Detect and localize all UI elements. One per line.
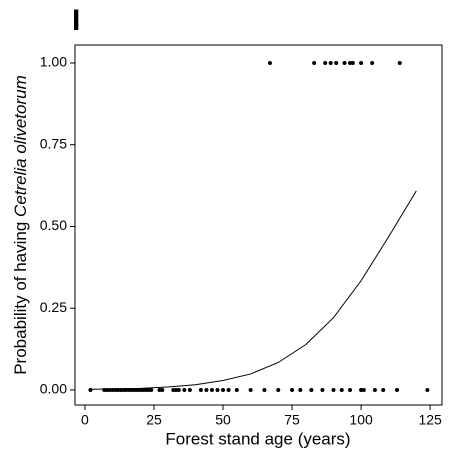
data-point	[328, 60, 333, 65]
data-point	[226, 387, 231, 392]
data-point	[350, 60, 355, 65]
x-tick-label: 125	[418, 412, 442, 428]
x-tick-label: 50	[215, 412, 231, 428]
y-tick-label: 1.00	[40, 54, 67, 70]
data-point	[149, 387, 154, 392]
y-axis-label-species: Cetrelia olivetorum	[11, 75, 30, 217]
data-point	[138, 387, 143, 392]
data-point	[348, 60, 353, 65]
data-point	[102, 387, 107, 392]
data-point	[320, 387, 325, 392]
data-point	[187, 387, 192, 392]
data-point	[339, 387, 344, 392]
y-tick-label: 0.25	[40, 299, 67, 315]
data-point	[204, 387, 209, 392]
data-point	[176, 387, 181, 392]
data-point	[198, 387, 203, 392]
data-point	[140, 387, 145, 392]
y-tick-label: 0.00	[40, 381, 67, 397]
data-point	[221, 387, 226, 392]
x-tick-label: 25	[146, 412, 162, 428]
data-point	[116, 387, 121, 392]
x-axis-label: Forest stand age (years)	[165, 429, 350, 448]
plot-frame	[74, 44, 443, 406]
data-point	[209, 387, 214, 392]
data-point	[135, 387, 140, 392]
data-point	[129, 387, 134, 392]
data-point	[334, 60, 339, 65]
data-point	[342, 60, 347, 65]
data-point	[88, 387, 93, 392]
x-tick-label: 75	[284, 412, 300, 428]
data-point	[118, 387, 123, 392]
data-point	[359, 387, 364, 392]
data-point	[146, 387, 151, 392]
data-point	[323, 60, 328, 65]
data-point	[425, 387, 430, 392]
data-point	[234, 387, 239, 392]
data-point	[174, 387, 179, 392]
data-point	[394, 387, 399, 392]
data-point	[110, 387, 115, 392]
data-point	[361, 387, 366, 392]
data-point	[290, 387, 295, 392]
y-tick-label: 0.50	[40, 217, 67, 233]
panel-label: I	[72, 4, 80, 37]
data-point	[348, 387, 353, 392]
data-point	[262, 387, 267, 392]
data-point	[157, 387, 162, 392]
x-tick-label: 0	[81, 412, 89, 428]
fitted-curve	[90, 190, 417, 390]
data-point	[107, 387, 112, 392]
data-point	[113, 387, 118, 392]
data-point	[132, 387, 137, 392]
data-point	[143, 387, 148, 392]
data-point	[372, 387, 377, 392]
data-point	[171, 387, 176, 392]
data-point	[215, 387, 220, 392]
data-point	[160, 387, 165, 392]
data-point	[381, 387, 386, 392]
y-axis-label: Probability of having Cetrelia olivetoru…	[11, 75, 30, 375]
data-point	[331, 387, 336, 392]
data-point	[267, 60, 272, 65]
data-point	[309, 387, 314, 392]
data-point	[276, 387, 281, 392]
data-point	[248, 387, 253, 392]
data-point	[359, 60, 364, 65]
data-point	[105, 387, 110, 392]
data-point	[182, 387, 187, 392]
data-point	[298, 387, 303, 392]
y-tick-label: 0.75	[40, 135, 67, 151]
data-point	[124, 387, 129, 392]
data-point	[121, 387, 126, 392]
y-axis-label-text: Probability of having	[11, 222, 30, 375]
data-point	[312, 60, 317, 65]
data-point	[370, 60, 375, 65]
x-tick-label: 100	[349, 412, 373, 428]
data-point	[397, 60, 402, 65]
data-point	[127, 387, 132, 392]
